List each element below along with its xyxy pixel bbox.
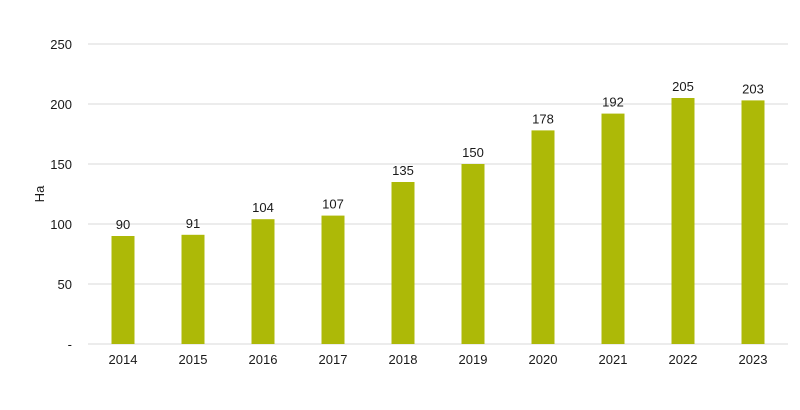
x-axis-ticks: 2014 2015 2016 2017 2018 2019 2020 2021 2022 2023 [109,352,768,367]
bar-2014 [111,236,135,344]
bar-2016 [251,219,275,344]
gridlines [88,43,788,345]
bar-2023 [741,100,765,345]
x-tick-label: 2021 [599,352,628,367]
data-label-2015: 91 [186,216,200,231]
data-label-2019: 150 [462,145,484,160]
y-tick-label: 100 [50,217,72,232]
bar-2018 [391,182,415,344]
data-label-2020: 178 [532,111,554,126]
y-axis-ticks: - 50 100 150 200 250 [50,37,72,352]
data-label-2018: 135 [392,163,414,178]
x-tick-label: 2014 [109,352,138,367]
x-tick-label: 2022 [669,352,698,367]
x-tick-label: 2023 [739,352,768,367]
bar-2015 [181,234,205,344]
y-tick-label: 200 [50,97,72,112]
bar-2021 [601,113,625,344]
bar-2017 [321,215,345,344]
y-tick-label: - [68,337,72,352]
y-axis-title: Ha [32,185,47,202]
x-tick-label: 2017 [319,352,348,367]
x-tick-label: 2016 [249,352,278,367]
y-tick-label: 50 [58,277,72,292]
x-tick-label: 2015 [179,352,208,367]
x-tick-label: 2020 [529,352,558,367]
bars [111,98,765,345]
data-label-2014: 90 [116,217,130,232]
data-label-2022: 205 [672,79,694,94]
bar-2022 [671,98,695,344]
x-tick-label: 2018 [389,352,418,367]
y-tick-label: 250 [50,37,72,52]
x-tick-label: 2019 [459,352,488,367]
data-label-2021: 192 [602,95,624,110]
y-tick-label: 150 [50,157,72,172]
data-label-2017: 107 [322,197,344,212]
data-labels: 90 91 104 107 135 150 178 192 205 203 [116,79,764,232]
data-label-2016: 104 [252,200,274,215]
bar-2020 [531,130,555,344]
data-label-2023: 203 [742,81,764,96]
bar-2019 [461,164,485,344]
